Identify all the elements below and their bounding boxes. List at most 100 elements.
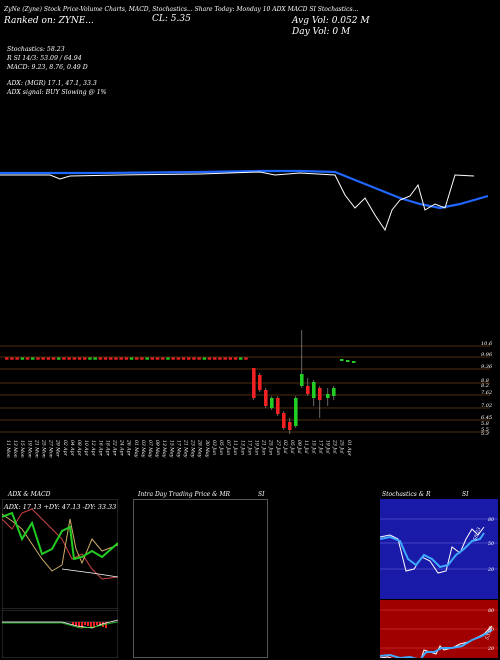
macd-histogram-bar — [93, 622, 95, 628]
date-tick-label: 07 May — [147, 440, 153, 458]
minus-di-line — [2, 508, 118, 580]
date-tick-label: 15 Mon — [19, 440, 25, 458]
candle — [239, 357, 243, 360]
candle — [119, 357, 123, 360]
close-label: CL: 5.35 — [152, 14, 191, 24]
date-tick-label: 26 Apr — [126, 439, 132, 457]
date-tick-label: 24 Apr — [119, 439, 125, 457]
stoch-si: SI — [462, 491, 469, 498]
price-tick-label: 5.8 — [481, 421, 489, 427]
date-tick-label: 28 May — [197, 439, 203, 458]
macd-histogram-bar — [78, 622, 80, 627]
candle — [318, 388, 322, 400]
candle — [288, 422, 292, 430]
date-tick-label: 03 Jun — [211, 440, 217, 455]
stochastics-background — [380, 499, 498, 599]
date-tick-label: 08 Apr — [76, 440, 82, 457]
candle — [218, 357, 222, 360]
candle — [103, 357, 108, 360]
date-tick-label: 03 May — [140, 440, 146, 458]
date-tick-label: 25 Mon — [41, 439, 47, 458]
date-tick-label: 27 Mon — [48, 439, 54, 458]
candle — [109, 357, 113, 360]
candle — [98, 357, 103, 360]
candle — [213, 357, 217, 360]
stochastics-value: 58.23 — [472, 527, 482, 542]
price-tick-label: 5.3 — [481, 431, 489, 437]
date-tick-label: 01 Apr — [346, 440, 352, 457]
candle — [244, 357, 248, 360]
macd-histogram-bar — [99, 622, 101, 626]
candle — [282, 413, 286, 428]
date-tick-label: 02 Apr — [62, 440, 68, 457]
date-tick-label: 05 Jun — [218, 440, 224, 455]
macd-histogram-bar — [84, 622, 86, 625]
candle — [312, 382, 316, 398]
candle — [83, 357, 87, 360]
stochastics-tick-label: 20 — [487, 567, 494, 573]
candle — [140, 357, 144, 360]
macd-frame — [2, 610, 118, 658]
candle — [41, 357, 45, 360]
candle — [352, 361, 356, 363]
header-strip: ZyNe (Zyne) Stock Price-Volume Charts, M… — [4, 6, 359, 13]
macd-histogram-bar — [72, 622, 74, 625]
date-axis: 11 Mon 13 Mon 15 Mon 19 Mon 21 Mon 25 Mon 27 M… — [5, 439, 352, 458]
info-line-3: ADX: (MGR) 17.1, 47.1, 33.3 — [7, 80, 97, 87]
date-tick-label: 09 Jul — [296, 440, 302, 454]
date-tick-label: 07 Jun — [225, 440, 231, 455]
stochastics-panel: 80 50 20 58.23 — [380, 499, 498, 599]
macd-panel — [2, 610, 118, 658]
candlestick-chart: 10.6 9.96 9.36 8.88.27.62 7.02 6.455.85.55.3 — [0, 330, 493, 437]
candle — [15, 357, 19, 360]
adx-frame — [2, 499, 118, 609]
info-line-2: MACD: 9.23, 8.76, 0.49 D — [7, 64, 88, 71]
candle — [57, 357, 61, 360]
candle — [340, 359, 344, 361]
candle — [88, 357, 92, 360]
candle — [202, 357, 207, 360]
rsi-tick-label: 20 — [487, 646, 494, 652]
date-tick-label: 21 May — [183, 439, 189, 458]
candle — [10, 357, 14, 360]
candle — [192, 357, 196, 360]
candle — [181, 357, 186, 360]
stochastics-tick-label: 50 — [488, 541, 494, 547]
avg-vol-label: Avg Vol: 0.052 M — [292, 16, 370, 26]
adx-signal-line — [61, 568, 118, 578]
candle — [25, 357, 30, 360]
date-tick-label: 11 Jun — [232, 440, 238, 455]
candle — [166, 357, 170, 360]
candle — [306, 386, 310, 394]
price-tick-label: 9.36 — [481, 364, 493, 370]
date-tick-label: 13 Jun — [239, 440, 245, 455]
main-price-chart — [0, 169, 489, 232]
adx-line — [2, 513, 118, 572]
date-tick-label: 17 Jun — [246, 440, 252, 455]
sub-line: Ranked on: ZYNE... — [4, 16, 94, 26]
candle — [171, 357, 175, 360]
intra-si: SI — [258, 491, 265, 498]
date-tick-label: 09 May — [154, 440, 160, 458]
candle — [187, 357, 191, 360]
candle — [5, 357, 9, 360]
candle — [264, 390, 268, 406]
price-tick-label: 6.45 — [481, 415, 492, 421]
date-tick-label: 13 Mon — [12, 440, 18, 458]
candle — [31, 357, 35, 360]
candle — [258, 375, 262, 390]
candle — [228, 357, 233, 360]
intra-title: Intra Day Trading Price & MR — [138, 491, 231, 498]
adx-readout: ADX: 17.13 +DY: 47.13 -DY: 33.33 — [3, 503, 116, 511]
candle — [326, 394, 330, 398]
date-tick-label: 30 May — [204, 440, 210, 458]
price-line — [0, 171, 475, 232]
date-tick-label: 04 Apr — [69, 440, 75, 457]
date-tick-label: 17 Jul — [317, 440, 323, 454]
intra-day-panel — [133, 499, 268, 658]
candle — [276, 398, 280, 414]
macd-line — [2, 619, 118, 629]
candle — [135, 357, 139, 360]
candle — [161, 357, 165, 360]
date-tick-label: 21 Mon — [33, 439, 39, 458]
